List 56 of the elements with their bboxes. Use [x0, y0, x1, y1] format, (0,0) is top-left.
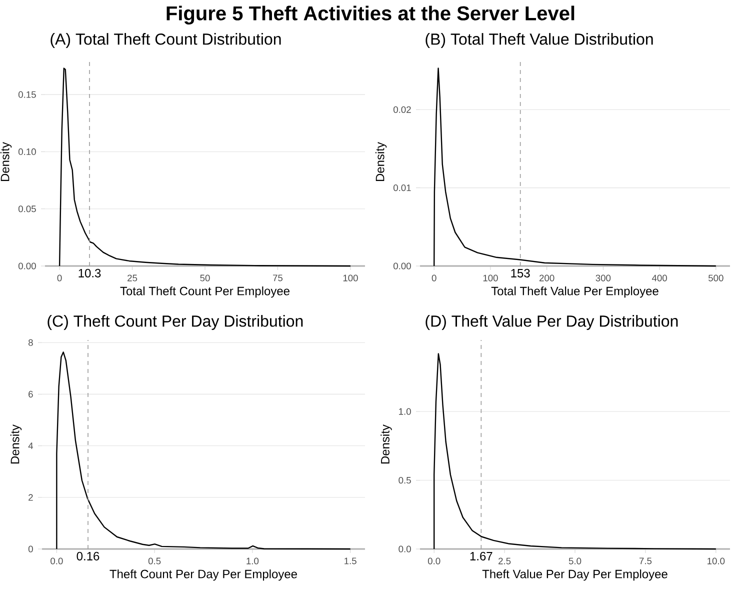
y-tick-label: 0.00 [393, 262, 411, 270]
x-tick-label: 50 [200, 274, 210, 282]
line-series [56, 352, 351, 550]
y-axis-title: Density [380, 424, 392, 464]
x-tick-label: 7.5 [639, 558, 652, 564]
x-tick-label: 75 [273, 274, 283, 282]
line-series [58, 68, 352, 267]
y-tick-label: 0.02 [393, 106, 411, 113]
x-axis-title: Theft Count Per Day Per Employee [110, 569, 297, 581]
ref-line-label: 10.3 [78, 268, 101, 278]
x-tick-label: 25 [128, 274, 138, 282]
x-tick-label: 0 [57, 274, 62, 282]
x-tick-label: 1.5 [344, 558, 356, 564]
line-series [434, 353, 717, 550]
x-tick-label: 0.5 [148, 558, 161, 564]
chart-subtitle: (B) Total Theft Value Distribution [426, 33, 653, 48]
chart-subtitle: (C) Theft Count Per Day Distribution [48, 315, 303, 330]
x-tick-label: 10.0 [708, 558, 725, 564]
chart-subtitle: (D) Theft Value Per Day Distribution [426, 315, 678, 330]
x-tick-label: 300 [596, 274, 611, 282]
y-tick-label: 0.0 [398, 546, 411, 552]
x-tick-label: 2.5 [498, 558, 511, 564]
y-tick-label: 0.01 [393, 184, 411, 192]
x-axis-title: Theft Value Per Day Per Employee [482, 569, 668, 581]
y-tick-label: 4 [28, 442, 34, 450]
x-axis-title: Total Theft Value Per Employee [491, 286, 658, 298]
chart-title: Figure 5 Theft Activities at the Server Level [166, 6, 574, 24]
ref-line-label: 1.67 [470, 552, 492, 560]
y-axis-title: Density [0, 142, 12, 182]
x-tick-label: 0.0 [50, 558, 63, 564]
x-tick-label: 400 [652, 274, 667, 282]
y-tick-label: 0.10 [18, 148, 36, 156]
x-tick-label: 500 [708, 274, 724, 282]
y-axis-title: Density [375, 142, 387, 182]
y-tick-label: 8 [28, 339, 33, 346]
ref-line-label: 153 [511, 268, 530, 278]
y-tick-label: 0.00 [18, 262, 36, 270]
y-tick-label: 0 [28, 546, 33, 552]
y-tick-label: 1.0 [399, 408, 411, 415]
y-tick-label: 2 [28, 494, 33, 501]
x-tick-label: 100 [483, 274, 498, 282]
ref-line-label: 0.16 [76, 552, 100, 560]
line-series [434, 68, 717, 267]
x-axis-title: Total Theft Count Per Employee [120, 286, 290, 298]
x-tick-label: 200 [540, 274, 554, 282]
chart-subtitle: (A) Total Theft Count Distribution [50, 33, 281, 48]
y-tick-label: 0.15 [18, 91, 36, 98]
y-tick-label: 6 [28, 390, 33, 398]
x-tick-label: 0.0 [428, 558, 440, 564]
y-axis-title: Density [10, 424, 22, 464]
x-tick-label: 100 [343, 274, 358, 282]
x-tick-label: 1.0 [246, 558, 259, 564]
x-tick-label: 5.0 [568, 558, 582, 564]
y-tick-label: 0.05 [18, 206, 36, 212]
y-tick-label: 0.5 [398, 476, 411, 484]
x-tick-label: 0 [432, 274, 436, 282]
